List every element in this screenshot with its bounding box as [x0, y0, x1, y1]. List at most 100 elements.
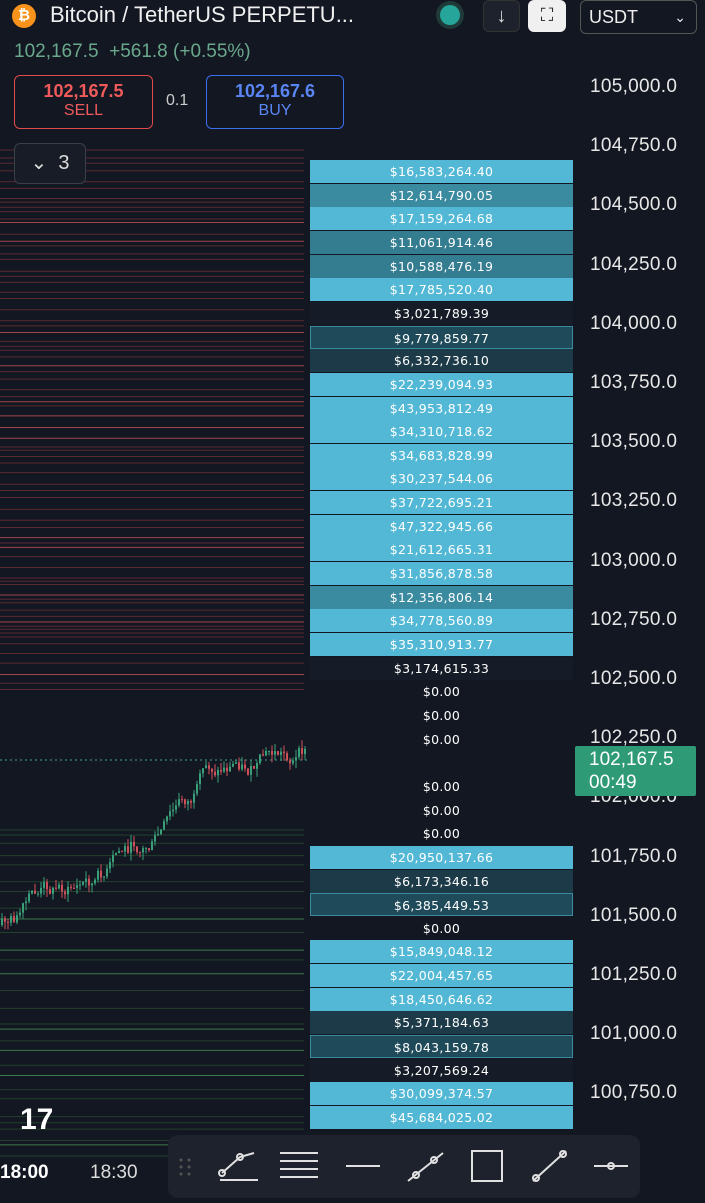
- candle: [79, 884, 81, 886]
- candle: [304, 748, 306, 755]
- candle: [214, 771, 216, 776]
- order-book-row: $9,779,859.77: [310, 325, 573, 349]
- down-button[interactable]: ↓: [483, 0, 520, 32]
- candle: [175, 805, 177, 810]
- candle: [169, 811, 171, 817]
- order-book-row: $8,043,159.78: [310, 1035, 573, 1059]
- order-book-row: $47,322,945.66: [310, 514, 573, 538]
- price-axis-label: 104,500.0: [590, 194, 678, 216]
- candle: [58, 884, 60, 889]
- candle: [103, 876, 105, 878]
- time-label: 18:30: [90, 1162, 138, 1183]
- price-axis-label: 101,000.0: [590, 1023, 678, 1045]
- order-book-row: $0.00: [310, 703, 573, 727]
- order-book-row: [310, 751, 573, 775]
- candle: [211, 768, 213, 772]
- candle: [37, 893, 39, 895]
- candle: [106, 868, 108, 877]
- candle: [235, 762, 237, 764]
- candle: [223, 767, 225, 772]
- candle: [301, 748, 303, 755]
- candle: [40, 887, 42, 894]
- candle: [73, 887, 75, 889]
- candle: [196, 784, 198, 794]
- drawing-toolbar: [168, 1135, 640, 1198]
- order-book-row: $30,237,544.06: [310, 467, 573, 491]
- price-axis-label: 103,500.0: [590, 431, 678, 453]
- order-book-row: $21,612,665.31: [310, 538, 573, 562]
- candle: [127, 846, 129, 853]
- order-book-row: $6,173,346.16: [310, 869, 573, 893]
- candle: [136, 846, 138, 853]
- candle: [232, 763, 234, 767]
- buy-button[interactable]: 102,167.6 BUY: [206, 75, 344, 129]
- candle: [256, 763, 258, 769]
- candle: [46, 882, 48, 890]
- currency-select[interactable]: USDT ⌄: [580, 0, 697, 34]
- candle: [190, 800, 192, 803]
- order-book-row: $30,099,374.57: [310, 1082, 573, 1106]
- candle: [55, 887, 57, 889]
- candle: [181, 799, 183, 801]
- candle: [115, 853, 117, 856]
- symbol-title[interactable]: Bitcoin / TetherUS PERPETU...: [50, 2, 355, 27]
- candle: [64, 891, 66, 895]
- candle: [241, 764, 243, 770]
- sell-button[interactable]: 102,167.5 SELL: [14, 75, 153, 129]
- candle: [238, 762, 240, 770]
- order-book-row: $3,207,569.24: [310, 1058, 573, 1082]
- candle: [34, 890, 36, 894]
- toolbar-icons: [179, 1150, 628, 1182]
- candle: [142, 848, 144, 853]
- price-axis-label: 102,250.0: [590, 727, 678, 749]
- candle: [4, 918, 6, 922]
- candle: [70, 886, 72, 888]
- order-book-row: $34,310,718.62: [310, 420, 573, 444]
- price-axis-label: 104,000.0: [590, 312, 678, 334]
- market-status[interactable]: [440, 5, 460, 25]
- candle: [247, 768, 249, 775]
- order-book-row: $18,450,646.62: [310, 987, 573, 1011]
- candle: [91, 883, 93, 886]
- order-book-row: $37,722,695.21: [310, 491, 573, 515]
- price-axis-label: 100,750.0: [590, 1082, 678, 1104]
- order-book-row: $17,159,264.68: [310, 207, 573, 231]
- candle: [265, 751, 267, 756]
- candle: [202, 768, 204, 774]
- candle: [151, 841, 153, 851]
- candle: [292, 760, 294, 764]
- last-price: 102,167.5: [14, 41, 99, 62]
- candle: [172, 809, 174, 812]
- candle: [25, 901, 27, 904]
- candle: [178, 799, 180, 806]
- candle: [145, 848, 147, 850]
- time-label: 18:00: [0, 1162, 49, 1183]
- candle: [148, 848, 150, 851]
- candle: [100, 870, 102, 878]
- current-price-tag: 102,167.5 00:49: [575, 746, 696, 796]
- candle: [220, 769, 222, 772]
- indicators-toggle[interactable]: ⌄ 3: [14, 143, 86, 184]
- order-book-row: $16,583,264.40: [310, 160, 573, 183]
- price-axis-label: 104,750.0: [590, 135, 678, 157]
- candle: [208, 765, 210, 769]
- price-axis-label: 101,500.0: [590, 904, 678, 926]
- order-book-row: $34,683,828.99: [310, 443, 573, 467]
- fullscreen-button[interactable]: ⛶: [528, 0, 566, 32]
- candle: [283, 751, 285, 754]
- candle: [16, 915, 18, 923]
- order-book-row: $0.00: [310, 680, 573, 704]
- candle: [94, 879, 96, 884]
- candle: [85, 878, 87, 882]
- candle: [205, 765, 207, 769]
- candle: [22, 903, 24, 913]
- order-book-row: $0.00: [310, 774, 573, 798]
- candle: [139, 852, 141, 854]
- candle: [166, 816, 168, 822]
- candle: [133, 841, 135, 847]
- btc-icon: ₿: [12, 4, 36, 28]
- candle: [271, 750, 273, 755]
- candle: [10, 916, 12, 923]
